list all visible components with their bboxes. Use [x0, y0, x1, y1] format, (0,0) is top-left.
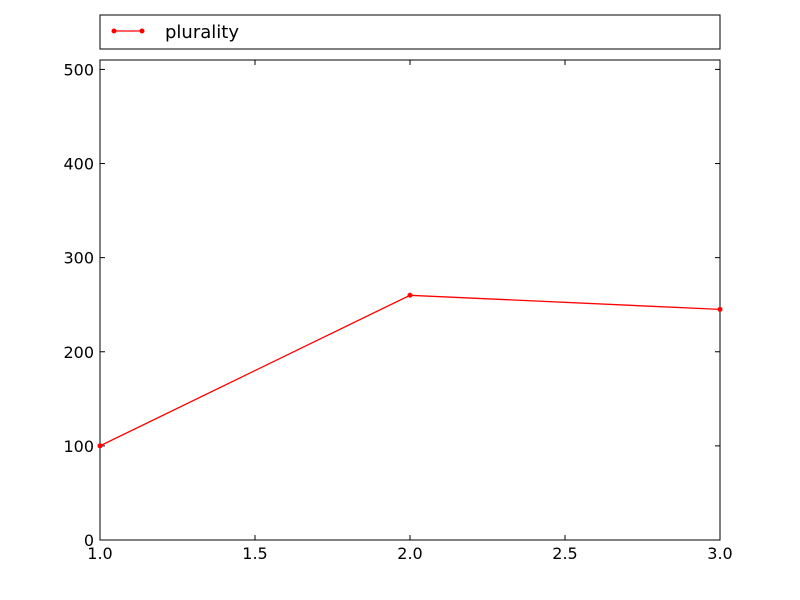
y-tick-label: 500 [63, 60, 94, 79]
legend-series-marker [139, 28, 145, 34]
x-tick-label: 1.5 [242, 544, 267, 563]
x-tick-label: 2.5 [552, 544, 577, 563]
y-tick-label: 400 [63, 155, 94, 174]
plot-area-frame [99, 59, 721, 541]
x-tick-label: 2.0 [397, 544, 422, 563]
y-tick-label: 300 [63, 249, 94, 268]
legend-series-label: plurality [165, 22, 239, 43]
legend-series-marker [111, 28, 117, 34]
series-group [97, 292, 723, 449]
data-point [97, 443, 103, 449]
legend-frame [99, 14, 721, 50]
y-tick-label: 0 [84, 531, 94, 550]
series-line [99, 294, 721, 447]
x-tick-label: 3.0 [707, 544, 732, 563]
y-tick-label: 100 [63, 437, 94, 456]
legend: plurality [99, 14, 721, 50]
x-tick-label: 1.0 [87, 544, 112, 563]
axis-tick-labels: 1.0 1.5 2.0 2.5 3.0 0 100 200 300 400 500 [63, 60, 732, 563]
axis-ticks [99, 60, 721, 541]
data-point [717, 306, 723, 312]
y-tick-label: 200 [63, 343, 94, 362]
data-point [407, 292, 413, 298]
